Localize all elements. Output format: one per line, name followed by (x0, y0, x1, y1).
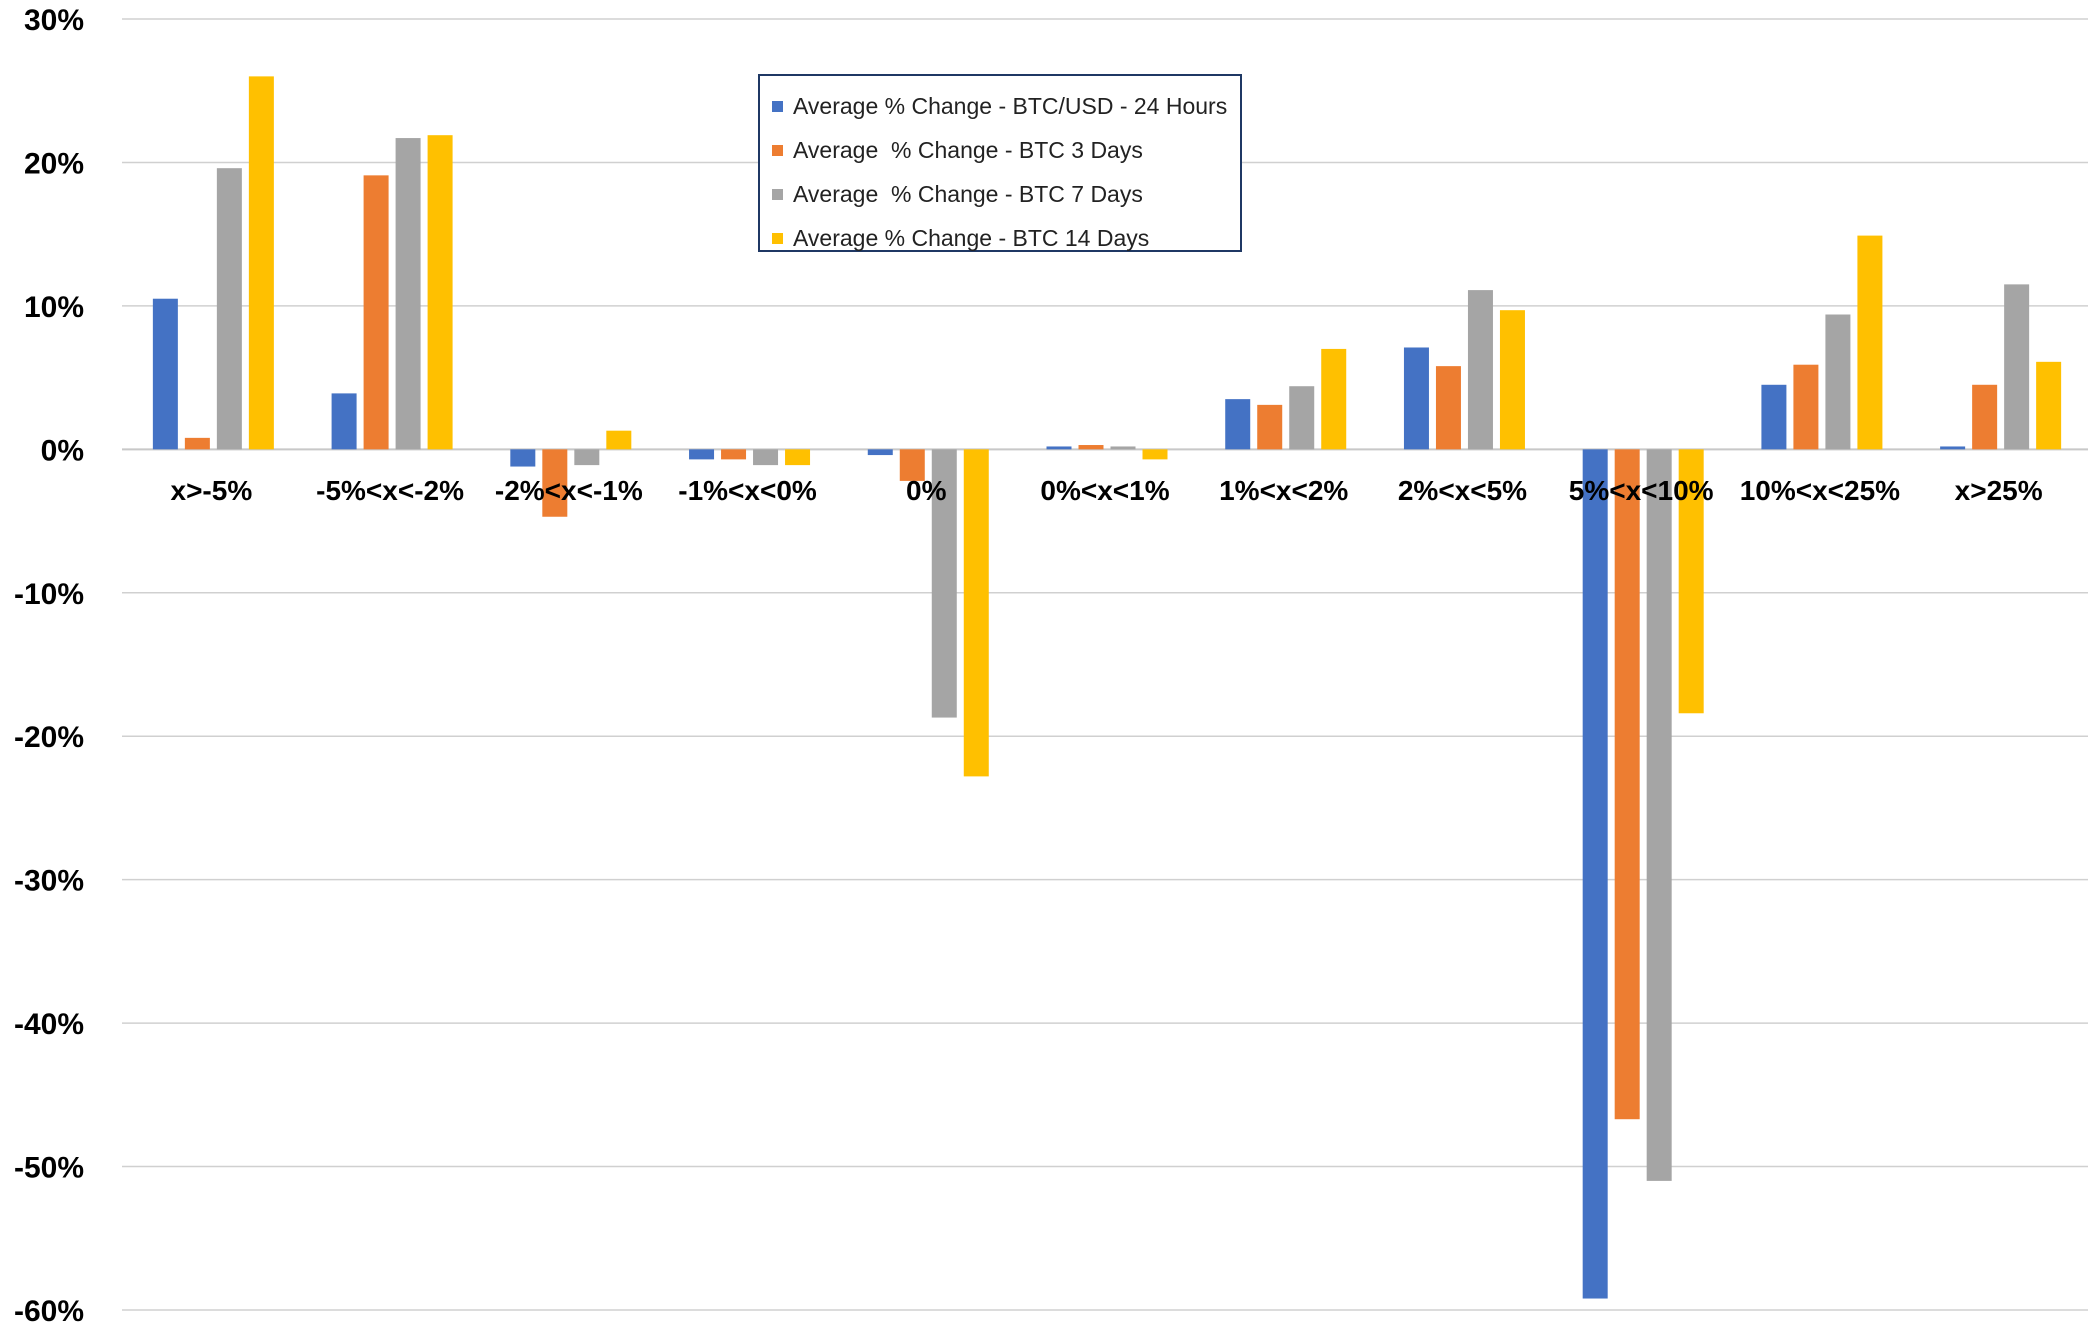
category-labels: x>-5% -5%<x<-2% -2%<x<-1% -1%<x<0% 0% 0%<x<1%… (171, 475, 2043, 506)
bar-2-4 (721, 449, 747, 460)
bar-2-3 (542, 449, 568, 517)
bar-4-2 (427, 135, 453, 450)
bar-2-8 (1435, 366, 1461, 450)
category-label: 10%<x<25% (1740, 475, 1900, 506)
y-tick-label: 20% (24, 147, 84, 180)
legend-label: Average % Change - BTC/USD - 24 Hours (793, 92, 1228, 119)
bar-4-9 (1678, 449, 1704, 714)
bar-2-1 (184, 437, 210, 450)
legend-item: Average % Change - BTC 14 Days (772, 216, 1240, 260)
bar-2-6 (1078, 445, 1104, 450)
bar-1-2 (331, 393, 357, 450)
bar-1-7 (1225, 399, 1251, 450)
y-axis-tick-labels: 30% 20% 10% 0% -10% -20% -30% -40% -50% -60% (14, 4, 84, 1326)
bars (152, 76, 2062, 1299)
legend-swatch (772, 144, 783, 156)
bar-2-2 (363, 175, 389, 450)
legend-swatch (772, 188, 783, 200)
bar-3-2 (395, 138, 421, 450)
bar-4-7 (1321, 348, 1347, 450)
bar-4-6 (1142, 449, 1168, 460)
bar-3-1 (216, 168, 242, 450)
bar-2-9 (1614, 449, 1640, 1120)
y-tick-label: 0% (41, 434, 84, 467)
category-label: x>-5% (171, 475, 253, 506)
bar-3-10 (1825, 314, 1851, 450)
y-tick-label: -50% (14, 1152, 84, 1185)
bar-4-3 (606, 430, 632, 450)
legend-item: Average % Change - BTC 7 Days (772, 172, 1240, 216)
bar-3-6 (1110, 446, 1136, 450)
category-label: 0% (906, 475, 947, 506)
bar-2-11 (1972, 384, 1998, 450)
y-tick-label: -20% (14, 721, 84, 754)
bar-4-8 (1499, 310, 1525, 450)
bar-3-9 (1646, 449, 1672, 1181)
bar-4-1 (248, 76, 274, 450)
legend: Average % Change - BTC/USD - 24 Hours Ave… (758, 74, 1242, 252)
bar-1-6 (1046, 446, 1072, 450)
bar-4-5 (963, 449, 989, 777)
legend-label: Average % Change - BTC 3 Days (793, 136, 1143, 163)
bar-3-4 (753, 449, 779, 466)
bar-1-8 (1403, 347, 1429, 450)
y-tick-label: -30% (14, 865, 84, 898)
legend-swatch (772, 100, 783, 112)
bar-4-10 (1857, 235, 1883, 450)
legend-item: Average % Change - BTC 3 Days (772, 128, 1240, 172)
bar-1-4 (689, 449, 715, 460)
y-tick-label: 10% (24, 291, 84, 324)
bar-3-11 (2004, 284, 2030, 450)
bar-1-5 (867, 449, 893, 456)
bar-2-7 (1257, 404, 1283, 450)
bar-1-1 (152, 298, 178, 450)
bar-2-10 (1793, 364, 1819, 450)
category-label: 5%<x<10% (1569, 475, 1714, 506)
bar-3-8 (1467, 290, 1493, 450)
bar-1-9 (1582, 449, 1608, 1299)
y-tick-label: -10% (14, 578, 84, 611)
bar-3-7 (1289, 386, 1315, 450)
legend-label: Average % Change - BTC 7 Days (793, 180, 1143, 207)
bar-4-4 (785, 449, 811, 466)
bar-2-5 (899, 449, 925, 481)
category-label: 1%<x<2% (1219, 475, 1348, 506)
category-label: -2%<x<-1% (495, 475, 643, 506)
legend-swatch (772, 232, 783, 244)
bar-1-3 (510, 449, 536, 467)
category-label: -1%<x<0% (678, 475, 817, 506)
bar-3-3 (574, 449, 600, 466)
legend-label: Average % Change - BTC 14 Days (793, 224, 1150, 251)
legend-item: Average % Change - BTC/USD - 24 Hours (772, 84, 1240, 128)
bar-4-11 (2036, 361, 2062, 450)
category-label: 2%<x<5% (1398, 475, 1527, 506)
y-tick-label: 30% (24, 4, 84, 37)
y-tick-label: -40% (14, 1008, 84, 1041)
category-label: -5%<x<-2% (316, 475, 464, 506)
category-label: 0%<x<1% (1040, 475, 1169, 506)
bar-1-11 (1940, 446, 1966, 450)
y-tick-label: -60% (14, 1295, 84, 1326)
bar-1-10 (1761, 384, 1787, 450)
category-label: x>25% (1955, 475, 2043, 506)
bar-3-5 (931, 449, 957, 718)
